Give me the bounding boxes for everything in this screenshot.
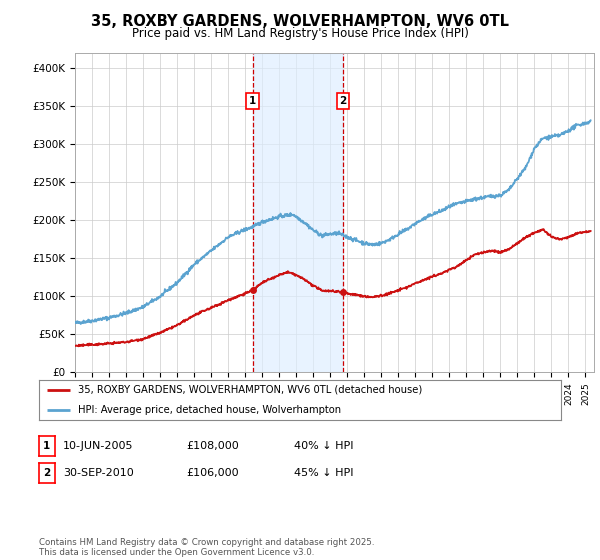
Text: Contains HM Land Registry data © Crown copyright and database right 2025.
This d: Contains HM Land Registry data © Crown c…: [39, 538, 374, 557]
Text: 45% ↓ HPI: 45% ↓ HPI: [294, 468, 353, 478]
Text: 2: 2: [340, 96, 347, 106]
Bar: [253, 53, 343, 372]
Text: 30-SEP-2010: 30-SEP-2010: [63, 468, 134, 478]
Text: 10-JUN-2005: 10-JUN-2005: [63, 441, 133, 451]
Text: 40% ↓ HPI: 40% ↓ HPI: [294, 441, 353, 451]
Text: £106,000: £106,000: [186, 468, 239, 478]
Text: 1: 1: [43, 441, 50, 451]
Text: HPI: Average price, detached house, Wolverhampton: HPI: Average price, detached house, Wolv…: [78, 405, 341, 415]
Text: Price paid vs. HM Land Registry's House Price Index (HPI): Price paid vs. HM Land Registry's House …: [131, 27, 469, 40]
Text: 2: 2: [43, 468, 50, 478]
Text: 35, ROXBY GARDENS, WOLVERHAMPTON, WV6 0TL (detached house): 35, ROXBY GARDENS, WOLVERHAMPTON, WV6 0T…: [78, 385, 422, 395]
Text: 1: 1: [249, 96, 256, 106]
Text: £108,000: £108,000: [186, 441, 239, 451]
Text: 35, ROXBY GARDENS, WOLVERHAMPTON, WV6 0TL: 35, ROXBY GARDENS, WOLVERHAMPTON, WV6 0T…: [91, 14, 509, 29]
